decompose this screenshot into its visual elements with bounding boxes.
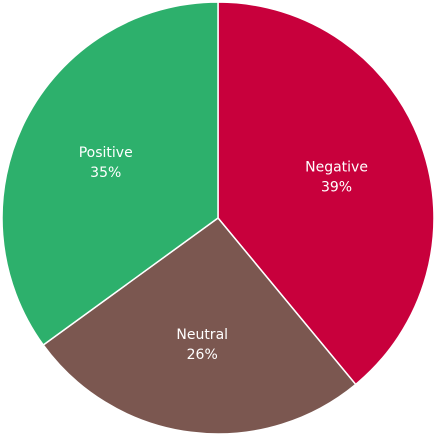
slice-name-label: Neutral [176,327,228,343]
slice-percent-label: 26% [187,347,218,363]
pie-labels: Negative 39% Neutral 26% Positive 35% [79,145,368,363]
pie-slice-neutral[interactable] [42,217,357,435]
pie-slice-positive[interactable] [1,1,219,346]
pie-slice-negative[interactable] [217,1,435,386]
slice-percent-label: 39% [321,179,352,195]
slice-percent-label: 35% [90,165,121,181]
slice-name-label: Negative [305,159,368,175]
slice-name-label: Positive [79,145,133,161]
